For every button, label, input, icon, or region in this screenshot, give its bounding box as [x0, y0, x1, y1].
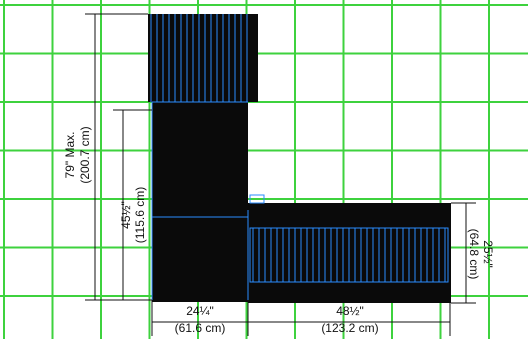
stripes — [150, 14, 446, 282]
label-group: 45½" (115.6 cm) — [119, 187, 147, 243]
dim-metric: (61.6 cm) — [175, 321, 226, 335]
small-part — [249, 194, 265, 204]
furniture-plan — [148, 14, 451, 303]
dim-metric: (123.2 cm) — [321, 321, 378, 335]
column — [152, 102, 248, 302]
dim-imperial: 79" Max. — [63, 132, 77, 179]
dim-metric: (200.7 cm) — [78, 126, 92, 183]
dim-imperial: 45½" — [119, 201, 133, 229]
label-group: 79" Max. (200.7 cm) — [63, 126, 92, 183]
dim-imperial: 48½" — [336, 304, 364, 318]
dim-imperial: 25½" — [481, 240, 495, 268]
label-group: 25½" (64.8 cm) — [467, 229, 495, 280]
dimension-labels: 79" Max. (200.7 cm) 45½" (115.6 cm) 24¼"… — [63, 126, 495, 335]
dim-metric: (64.8 cm) — [467, 229, 481, 280]
top-block — [148, 14, 258, 102]
dim-imperial: 24¼" — [186, 304, 214, 318]
dimension-lines — [85, 13, 476, 336]
dim-metric: (115.6 cm) — [133, 187, 147, 243]
